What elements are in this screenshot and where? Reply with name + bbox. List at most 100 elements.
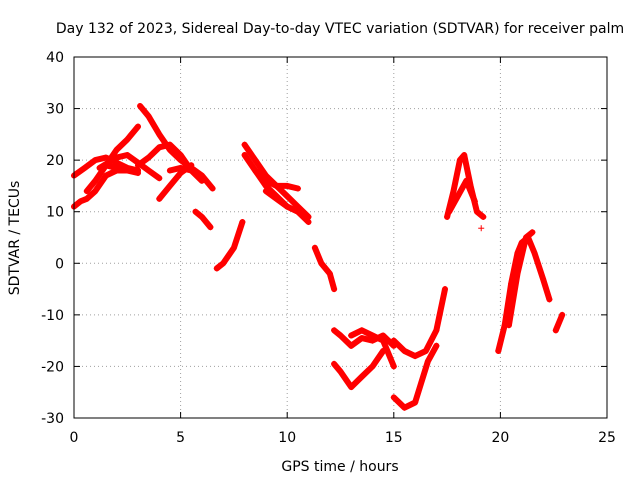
data-point <box>358 327 365 334</box>
series-arc-11 <box>213 219 246 272</box>
data-point <box>241 141 248 148</box>
x-tick-label: 5 <box>176 430 185 446</box>
data-point <box>239 219 246 226</box>
data-point <box>390 394 397 401</box>
data-point <box>156 175 163 182</box>
y-tick-label: -30 <box>41 411 64 427</box>
data-point <box>92 188 99 195</box>
data-point <box>284 203 291 210</box>
data-point <box>337 368 344 375</box>
data-point <box>294 208 301 215</box>
y-tick-label: 20 <box>46 153 64 169</box>
data-point <box>331 360 338 367</box>
data-point <box>145 154 152 161</box>
series-arc-18 <box>331 348 387 391</box>
data-point <box>273 182 280 189</box>
data-point <box>454 193 461 200</box>
data-point <box>348 342 355 349</box>
data-point <box>552 327 559 334</box>
data-point <box>284 182 291 189</box>
data-point <box>284 193 291 200</box>
data-point <box>418 378 425 385</box>
data-point <box>213 265 220 272</box>
data-point <box>318 260 325 267</box>
data-point <box>531 249 538 256</box>
x-tick-label: 15 <box>385 430 403 446</box>
data-point <box>433 342 440 349</box>
data-point <box>134 162 141 169</box>
series-arc-10 <box>192 208 214 231</box>
data-point <box>188 167 195 174</box>
data-point <box>207 224 214 231</box>
data-point <box>337 332 344 339</box>
data-point <box>480 213 487 220</box>
series-arc-5 <box>103 162 141 174</box>
series-arc-7 <box>135 141 195 174</box>
data-point <box>505 322 512 329</box>
data-point <box>380 337 387 344</box>
data-point <box>514 270 521 277</box>
data-point <box>522 234 529 241</box>
data-point <box>83 195 90 202</box>
data-point <box>422 347 429 354</box>
data-point <box>412 399 419 406</box>
data-point <box>446 208 453 215</box>
series-arc-16 <box>311 244 338 293</box>
data-point <box>166 167 173 174</box>
data-point <box>188 162 195 169</box>
data-point <box>241 151 248 158</box>
data-point <box>177 151 184 158</box>
data-point <box>137 102 144 109</box>
x-tick-label: 10 <box>278 430 296 446</box>
data-point <box>166 182 173 189</box>
series-arc-21 <box>390 342 440 411</box>
data-point <box>113 146 120 153</box>
series-arc-23 <box>446 177 478 215</box>
grid <box>74 57 607 418</box>
data-point <box>546 296 553 303</box>
data-point <box>252 167 259 174</box>
data-point <box>177 170 184 177</box>
data-point <box>311 244 318 251</box>
data-point <box>273 195 280 202</box>
data-point <box>220 260 227 267</box>
data-point <box>92 157 99 164</box>
data-point <box>156 131 163 138</box>
data-point <box>559 311 566 318</box>
data-point <box>77 198 84 205</box>
data-point <box>369 363 376 370</box>
y-tick-label: 40 <box>46 50 64 66</box>
data-point <box>495 347 502 354</box>
y-tick-label: 0 <box>55 256 64 272</box>
data-point <box>473 208 480 215</box>
x-tick-label: 25 <box>598 430 616 446</box>
x-axis-label: GPS time / hours <box>281 459 398 475</box>
x-tick-label: 20 <box>491 430 509 446</box>
series-arc-6 <box>137 103 216 192</box>
axis-ticks: 0 5 10 15 20 25 -30 -20 -10 0 10 20 30 40 <box>41 50 616 446</box>
data-point <box>358 335 365 342</box>
plot-frame <box>73 56 608 419</box>
y-tick-label: -10 <box>41 308 64 324</box>
data-point <box>390 337 397 344</box>
data-point <box>557 317 564 324</box>
data-point <box>358 373 365 380</box>
series-arc-20 <box>390 286 448 360</box>
data-point <box>83 188 90 195</box>
y-axis-label: SDTVAR / TECUs <box>7 181 23 296</box>
series-arc-9 <box>166 164 205 184</box>
data-point <box>198 213 205 220</box>
data-point <box>326 270 333 277</box>
data-point <box>444 213 451 220</box>
y-tick-label: 30 <box>46 102 64 118</box>
data-point <box>102 172 109 179</box>
data-point <box>401 404 408 411</box>
data-point <box>209 185 216 192</box>
data-point <box>401 347 408 354</box>
data-point <box>102 162 109 169</box>
data-point <box>348 384 355 391</box>
data-point <box>252 157 259 164</box>
data-point <box>348 332 355 339</box>
data-point <box>331 327 338 334</box>
